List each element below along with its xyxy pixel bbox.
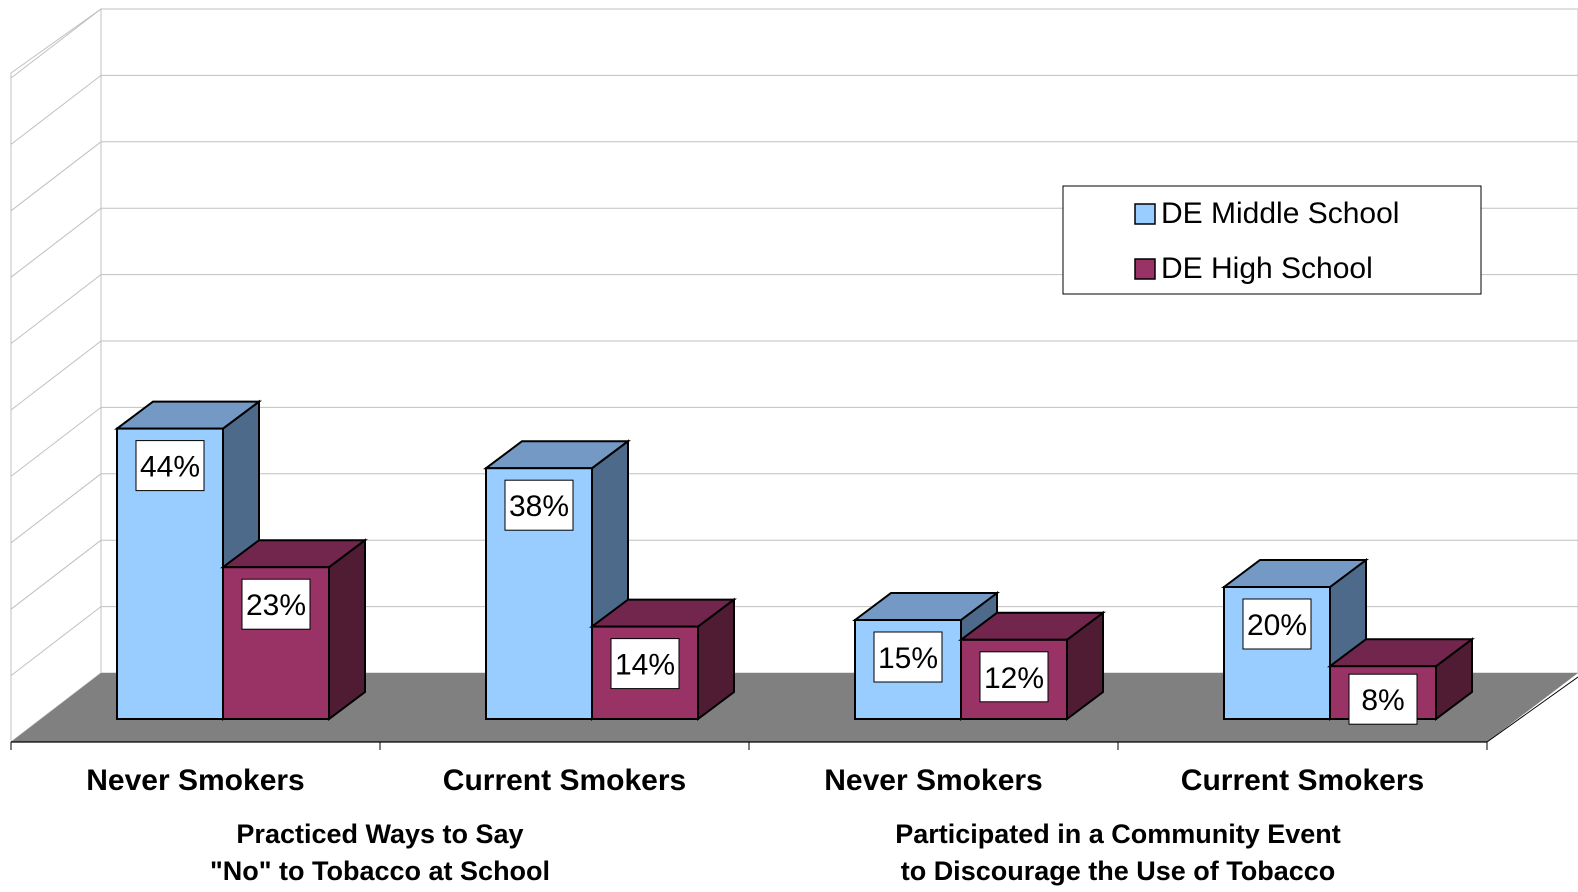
gridline-side bbox=[10, 274, 102, 344]
group-label: to Discourage the Use of Tobacco bbox=[901, 856, 1336, 886]
data-label: 8% bbox=[1361, 684, 1404, 717]
gridline-side bbox=[10, 539, 102, 610]
data-label-box bbox=[241, 578, 311, 630]
gridline-side bbox=[10, 141, 102, 212]
bar-side bbox=[328, 538, 366, 721]
data-label: 38% bbox=[509, 490, 569, 523]
group-label: Practiced Ways to Say bbox=[236, 819, 523, 849]
x-tick-label: Current Smokers bbox=[443, 764, 686, 797]
data-label-box bbox=[1242, 598, 1312, 650]
floor-edge bbox=[1486, 676, 1578, 743]
bar-1-0: 38% bbox=[483, 439, 631, 721]
legend bbox=[1062, 185, 1482, 295]
chart-floor bbox=[11, 673, 1578, 742]
legend-swatch bbox=[1134, 203, 1156, 225]
data-label: 44% bbox=[140, 451, 200, 484]
gridline-side bbox=[10, 473, 102, 544]
bar-2-1: 12% bbox=[958, 610, 1106, 721]
legend-label: DE High School bbox=[1161, 252, 1373, 285]
data-label: 12% bbox=[984, 662, 1044, 695]
data-label: 14% bbox=[615, 649, 675, 682]
data-label: 20% bbox=[1247, 609, 1307, 642]
gridline-side bbox=[10, 606, 102, 676]
x-tick-label: Never Smokers bbox=[86, 764, 304, 797]
data-label-box bbox=[1348, 673, 1418, 725]
x-tick-label: Never Smokers bbox=[824, 764, 1042, 797]
gridline-side bbox=[10, 8, 102, 79]
gridline-side bbox=[10, 207, 102, 278]
group-label: "No" to Tobacco at School bbox=[210, 856, 550, 886]
bar-0-1: 23% bbox=[220, 538, 368, 721]
data-label-box bbox=[610, 638, 680, 690]
data-label-box bbox=[979, 651, 1049, 703]
bar-1-1: 14% bbox=[589, 597, 737, 721]
data-label-box bbox=[504, 479, 574, 531]
gridline-side bbox=[10, 407, 102, 477]
bar-3-1: 8% bbox=[1327, 637, 1475, 725]
legend-swatch bbox=[1134, 258, 1156, 280]
gridline-side bbox=[10, 75, 102, 145]
gridline-side bbox=[10, 340, 102, 411]
legend-label: DE Middle School bbox=[1161, 197, 1399, 230]
data-label: 23% bbox=[246, 589, 306, 622]
data-label-box bbox=[135, 440, 205, 492]
x-tick-label: Current Smokers bbox=[1181, 764, 1424, 797]
group-label: Participated in a Community Event bbox=[895, 819, 1341, 849]
data-label-box bbox=[873, 631, 943, 683]
data-label: 15% bbox=[878, 642, 938, 675]
